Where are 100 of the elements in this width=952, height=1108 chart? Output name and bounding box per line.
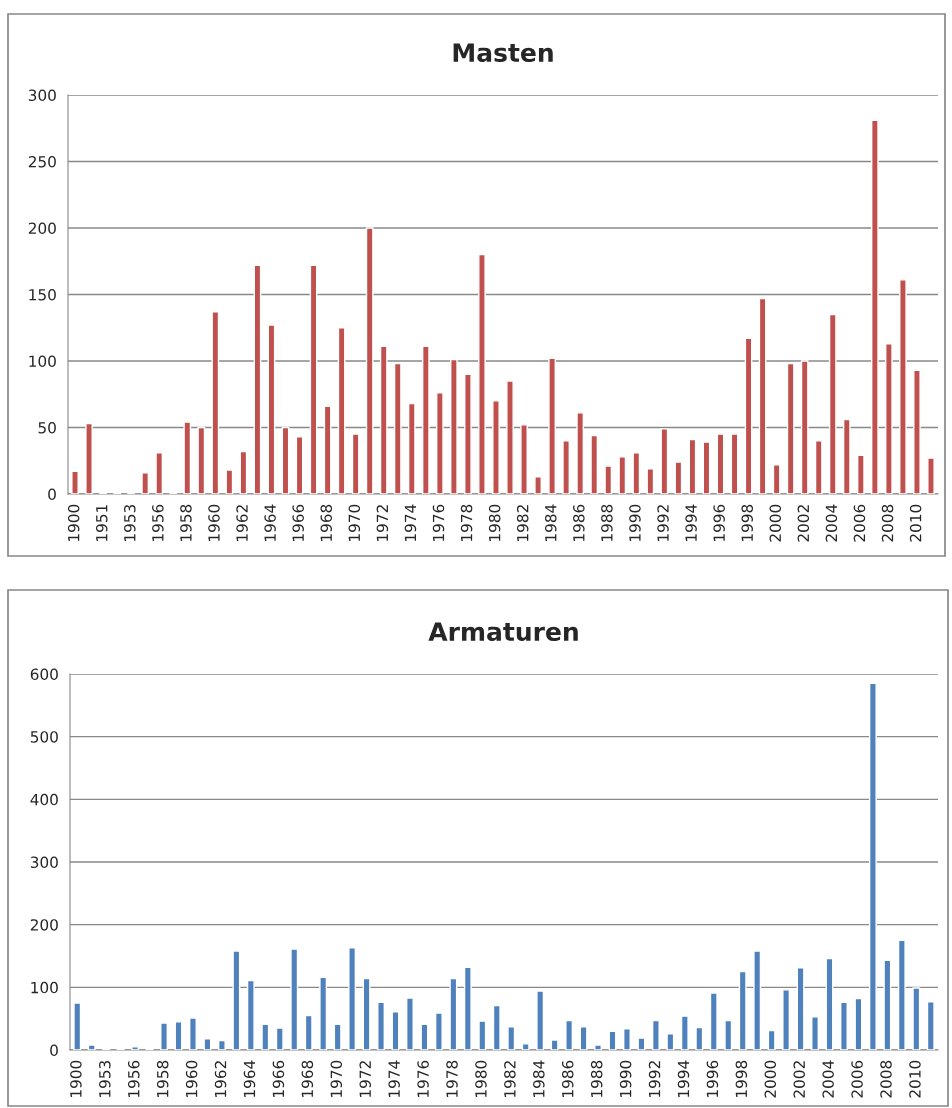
- bar: [464, 373, 472, 494]
- bar: [772, 464, 781, 494]
- bar: [550, 1039, 559, 1050]
- bar: [730, 433, 739, 494]
- x-tick-label: 1986: [573, 504, 585, 541]
- bar: [362, 977, 371, 1050]
- bar: [883, 959, 892, 1050]
- bar: [246, 979, 255, 1050]
- x-tick-label: 1992: [648, 1061, 661, 1097]
- chart-title: Armaturen: [428, 622, 578, 642]
- x-tick-label: 1988: [601, 504, 613, 541]
- bar: [275, 1027, 284, 1050]
- x-tick-label: 1982: [516, 505, 529, 541]
- bar: [407, 402, 416, 494]
- x-tick-label: 1974: [388, 1060, 400, 1097]
- bar: [842, 418, 851, 494]
- bar: [660, 428, 669, 494]
- y-tick-label: 300: [28, 89, 56, 102]
- bar: [688, 438, 697, 494]
- bar: [695, 1026, 704, 1050]
- bar: [885, 343, 893, 494]
- bar: [333, 1023, 342, 1050]
- bar: [913, 369, 921, 494]
- bar: [232, 950, 241, 1050]
- bar: [753, 950, 762, 1050]
- x-tick-label: 1976: [432, 504, 445, 541]
- bar: [536, 990, 545, 1050]
- x-tick-label: 1964: [243, 1060, 256, 1097]
- bar: [507, 1026, 516, 1050]
- y-tick-label: 0: [48, 488, 56, 501]
- x-tick-label: 1968: [320, 504, 333, 541]
- x-tick-label: 1972: [359, 1061, 371, 1097]
- x-tick-label: 1974: [404, 504, 417, 541]
- bar: [828, 313, 837, 494]
- x-tick-label: 1956: [127, 1060, 140, 1097]
- y-tick-label: 150: [29, 288, 56, 301]
- x-tick-label: 1966: [292, 504, 304, 541]
- x-tick-label: 1951: [95, 505, 108, 541]
- x-tick-label: 1966: [272, 1060, 285, 1097]
- bar: [899, 279, 907, 494]
- x-tick-label: 2006: [853, 504, 866, 542]
- bar: [253, 264, 262, 494]
- x-tick-label: 2002: [793, 1061, 805, 1098]
- bar: [436, 392, 444, 494]
- bar: [534, 476, 542, 494]
- y-tick-label: 200: [30, 919, 58, 931]
- x-tick-label: 1970: [330, 1060, 343, 1097]
- bar: [666, 1033, 675, 1050]
- x-tick-label: 1960: [208, 504, 220, 541]
- bar: [420, 1023, 429, 1050]
- bar: [856, 454, 865, 494]
- bar: [521, 1043, 530, 1050]
- bar: [183, 421, 192, 494]
- bar: [926, 1001, 935, 1050]
- bar: [758, 297, 767, 494]
- bar: [71, 470, 79, 494]
- bar: [434, 1012, 443, 1050]
- chart-title: Masten: [453, 43, 553, 63]
- bar: [674, 461, 683, 494]
- bar: [520, 424, 528, 494]
- x-tick-label: 2008: [880, 1060, 892, 1098]
- bar: [912, 987, 921, 1050]
- y-tick-label: 200: [28, 222, 56, 235]
- bar: [767, 1029, 776, 1050]
- bar: [421, 345, 430, 494]
- bar: [651, 1019, 660, 1050]
- bar: [393, 362, 402, 494]
- x-tick-label: 1960: [185, 1060, 198, 1097]
- x-tick-label: 2004: [822, 1060, 834, 1098]
- y-tick-label: 600: [30, 668, 58, 681]
- bar: [594, 1044, 602, 1050]
- bar: [478, 1020, 487, 1050]
- x-tick-label: 2008: [881, 504, 894, 542]
- x-tick-label: 1956: [152, 504, 164, 541]
- x-tick-label: 1992: [657, 505, 669, 541]
- y-tick-label: 100: [29, 355, 56, 368]
- x-tick-label: 1968: [301, 1060, 314, 1097]
- x-tick-label: 1980: [488, 504, 501, 541]
- bar: [406, 997, 414, 1050]
- x-tick-label: 1996: [713, 504, 725, 541]
- x-tick-label: 1953: [124, 504, 136, 541]
- bar: [709, 992, 718, 1050]
- x-tick-label: 1953: [99, 1060, 111, 1097]
- bar: [239, 450, 248, 494]
- bar: [281, 426, 290, 494]
- bar: [450, 358, 458, 494]
- bar: [174, 1021, 183, 1050]
- bar: [897, 939, 906, 1050]
- bar: [637, 1037, 646, 1050]
- x-tick-label: 1972: [376, 505, 389, 541]
- bar: [738, 970, 747, 1050]
- bar: [590, 434, 599, 494]
- bar: [225, 469, 234, 494]
- bar: [492, 400, 500, 494]
- bar: [463, 966, 472, 1050]
- bar: [680, 1015, 689, 1050]
- x-tick-label: 1978: [446, 1060, 458, 1097]
- bar: [131, 1046, 140, 1050]
- y-tick-label: 0: [50, 1044, 58, 1057]
- x-tick-label: 1958: [156, 1060, 169, 1097]
